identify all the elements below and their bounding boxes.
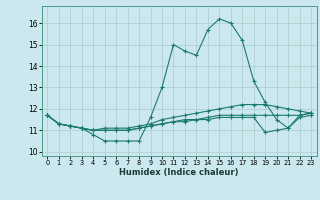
X-axis label: Humidex (Indice chaleur): Humidex (Indice chaleur) <box>119 168 239 177</box>
